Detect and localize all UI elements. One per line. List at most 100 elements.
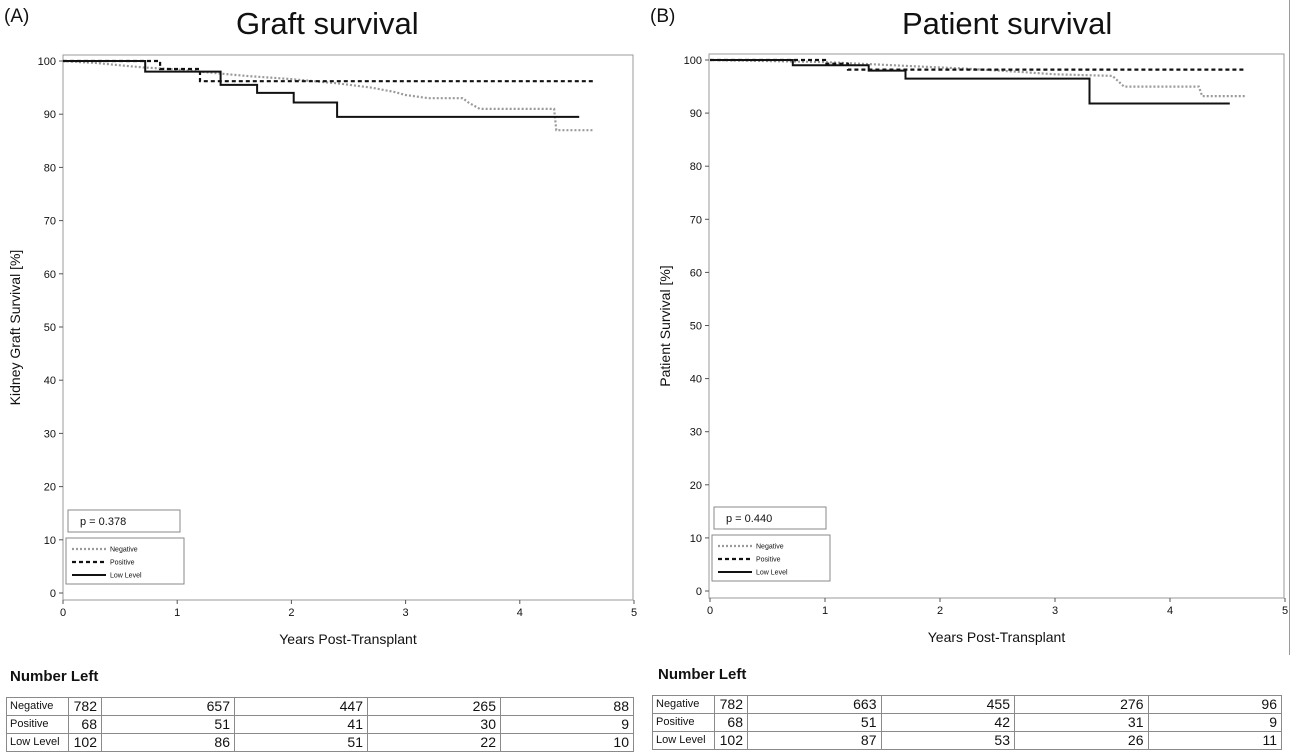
row-label: Low Level <box>6 733 69 752</box>
legend-box <box>65 537 185 585</box>
y-tick-label: 10 <box>44 535 56 547</box>
y-tick-label: 90 <box>690 108 702 120</box>
number-left-title: Number Left <box>658 666 747 683</box>
number-left-cell: 87 <box>747 731 882 750</box>
patient-survival-chart: 0 10 20 30 40 50 60 70 80 90 100 0 1 2 3 4 5 Years Post-T… <box>657 53 1288 645</box>
number-left-cell: 9 <box>500 715 634 734</box>
number-left-row: Negative 782 657 447 265 88 <box>6 697 634 716</box>
chart-title: Graft survival <box>236 6 419 41</box>
row-label: Negative <box>6 697 69 716</box>
y-tick-label: 0 <box>696 586 702 598</box>
number-left-cell: 11 <box>1147 731 1282 750</box>
legend-label: Positive <box>110 560 135 567</box>
x-tick-label: 3 <box>1052 605 1058 617</box>
number-left-cell: 53 <box>880 731 1015 750</box>
x-tick-label: 4 <box>1167 605 1173 617</box>
panel-letter: (A) <box>4 6 30 27</box>
legend-label: Positive <box>756 557 781 564</box>
legend-label: Negative <box>756 544 784 551</box>
y-tick-label: 50 <box>44 322 56 334</box>
legend-label: Low Level <box>756 570 788 577</box>
number-left-row: Positive 68 51 41 30 9 <box>6 715 634 734</box>
x-tick-label: 4 <box>517 607 523 619</box>
series-line-negative <box>709 58 1245 98</box>
legend-label: Low Level <box>110 573 142 580</box>
number-left-cell: 663 <box>747 695 882 714</box>
y-tick-label: 70 <box>44 216 56 228</box>
y-tick-label: 0 <box>50 588 56 600</box>
series-line-low-level <box>63 60 580 118</box>
number-left-cell: 41 <box>234 715 368 734</box>
chart-title: Patient survival <box>902 6 1113 41</box>
number-left-cell: 31 <box>1014 713 1149 732</box>
x-tick-label: 1 <box>822 605 828 617</box>
number-left-cell: 102 <box>714 731 748 750</box>
number-left-row: Negative 782 663 455 276 96 <box>652 695 1282 714</box>
number-left-cell: 657 <box>101 697 235 716</box>
series-line-low-level <box>710 59 1230 105</box>
number-left-row: Low Level 102 87 53 26 11 <box>652 731 1282 750</box>
number-left-cell: 51 <box>101 715 235 734</box>
legend-label: Negative <box>110 547 138 554</box>
row-label: Positive <box>652 713 715 732</box>
x-tick-label: 0 <box>707 605 713 617</box>
row-label: Negative <box>652 695 715 714</box>
number-left-row: Positive 68 51 42 31 9 <box>652 713 1282 732</box>
y-tick-label: 80 <box>690 161 702 173</box>
number-left-cell: 9 <box>1147 713 1282 732</box>
y-axis-title: Kidney Graft Survival [%] <box>7 250 23 406</box>
series-line-negative <box>62 59 594 132</box>
number-left-cell: 68 <box>68 715 102 734</box>
number-left-cell: 265 <box>367 697 501 716</box>
number-left-cell: 88 <box>500 697 634 716</box>
p-value-box <box>67 509 181 533</box>
x-tick-label: 5 <box>1282 605 1288 617</box>
number-left-cell: 102 <box>68 733 102 752</box>
row-label: Positive <box>6 715 69 734</box>
number-left-cell: 30 <box>367 715 501 734</box>
y-tick-label: 60 <box>44 269 56 281</box>
p-value-box <box>713 506 827 530</box>
y-tick-label: 90 <box>44 109 56 121</box>
x-axis-title: Years Post-Transplant <box>928 629 1066 645</box>
number-left-cell: 86 <box>101 733 235 752</box>
number-left-cell: 10 <box>500 733 634 752</box>
x-axis-title: Years Post-Transplant <box>279 631 417 647</box>
y-tick-label: 80 <box>44 162 56 174</box>
row-label: Low Level <box>652 731 715 750</box>
x-tick-label: 5 <box>631 607 637 619</box>
number-left-row: Low Level 102 86 51 22 10 <box>6 733 634 752</box>
y-tick-label: 60 <box>690 267 702 279</box>
number-left-cell: 782 <box>714 695 748 714</box>
y-tick-label: 100 <box>684 55 702 67</box>
number-left-cell: 51 <box>747 713 882 732</box>
p-value-text: p = 0.378 <box>80 516 126 528</box>
number-left-table: Negative 782 663 455 276 96 Positive 68 51 42 31 9 L… <box>652 695 1282 750</box>
y-tick-label: 70 <box>690 214 702 226</box>
number-left-cell: 782 <box>68 697 102 716</box>
p-value-text: p = 0.440 <box>726 513 772 525</box>
y-tick-label: 40 <box>44 375 56 387</box>
series-line-positive <box>710 58 1245 71</box>
number-left-cell: 22 <box>367 733 501 752</box>
number-left-cell: 26 <box>1014 731 1149 750</box>
number-left-title: Number Left <box>10 668 99 685</box>
number-left-cell: 96 <box>1147 695 1282 714</box>
y-tick-label: 30 <box>44 428 56 440</box>
y-tick-label: 10 <box>690 533 702 545</box>
x-tick-label: 2 <box>288 607 294 619</box>
y-axis-title: Patient Survival [%] <box>657 265 673 386</box>
panel-letter: (B) <box>650 6 676 27</box>
x-tick-label: 1 <box>174 607 180 619</box>
y-tick-label: 30 <box>690 427 702 439</box>
right-divider-line <box>1289 0 1290 655</box>
number-left-cell: 276 <box>1014 695 1149 714</box>
y-tick-label: 100 <box>38 56 56 68</box>
number-left-cell: 455 <box>880 695 1015 714</box>
number-left-cell: 447 <box>234 697 368 716</box>
x-tick-label: 3 <box>403 607 409 619</box>
x-tick-label: 2 <box>937 605 943 617</box>
y-tick-label: 50 <box>690 321 702 333</box>
y-tick-label: 40 <box>690 374 702 386</box>
number-left-cell: 51 <box>234 733 368 752</box>
